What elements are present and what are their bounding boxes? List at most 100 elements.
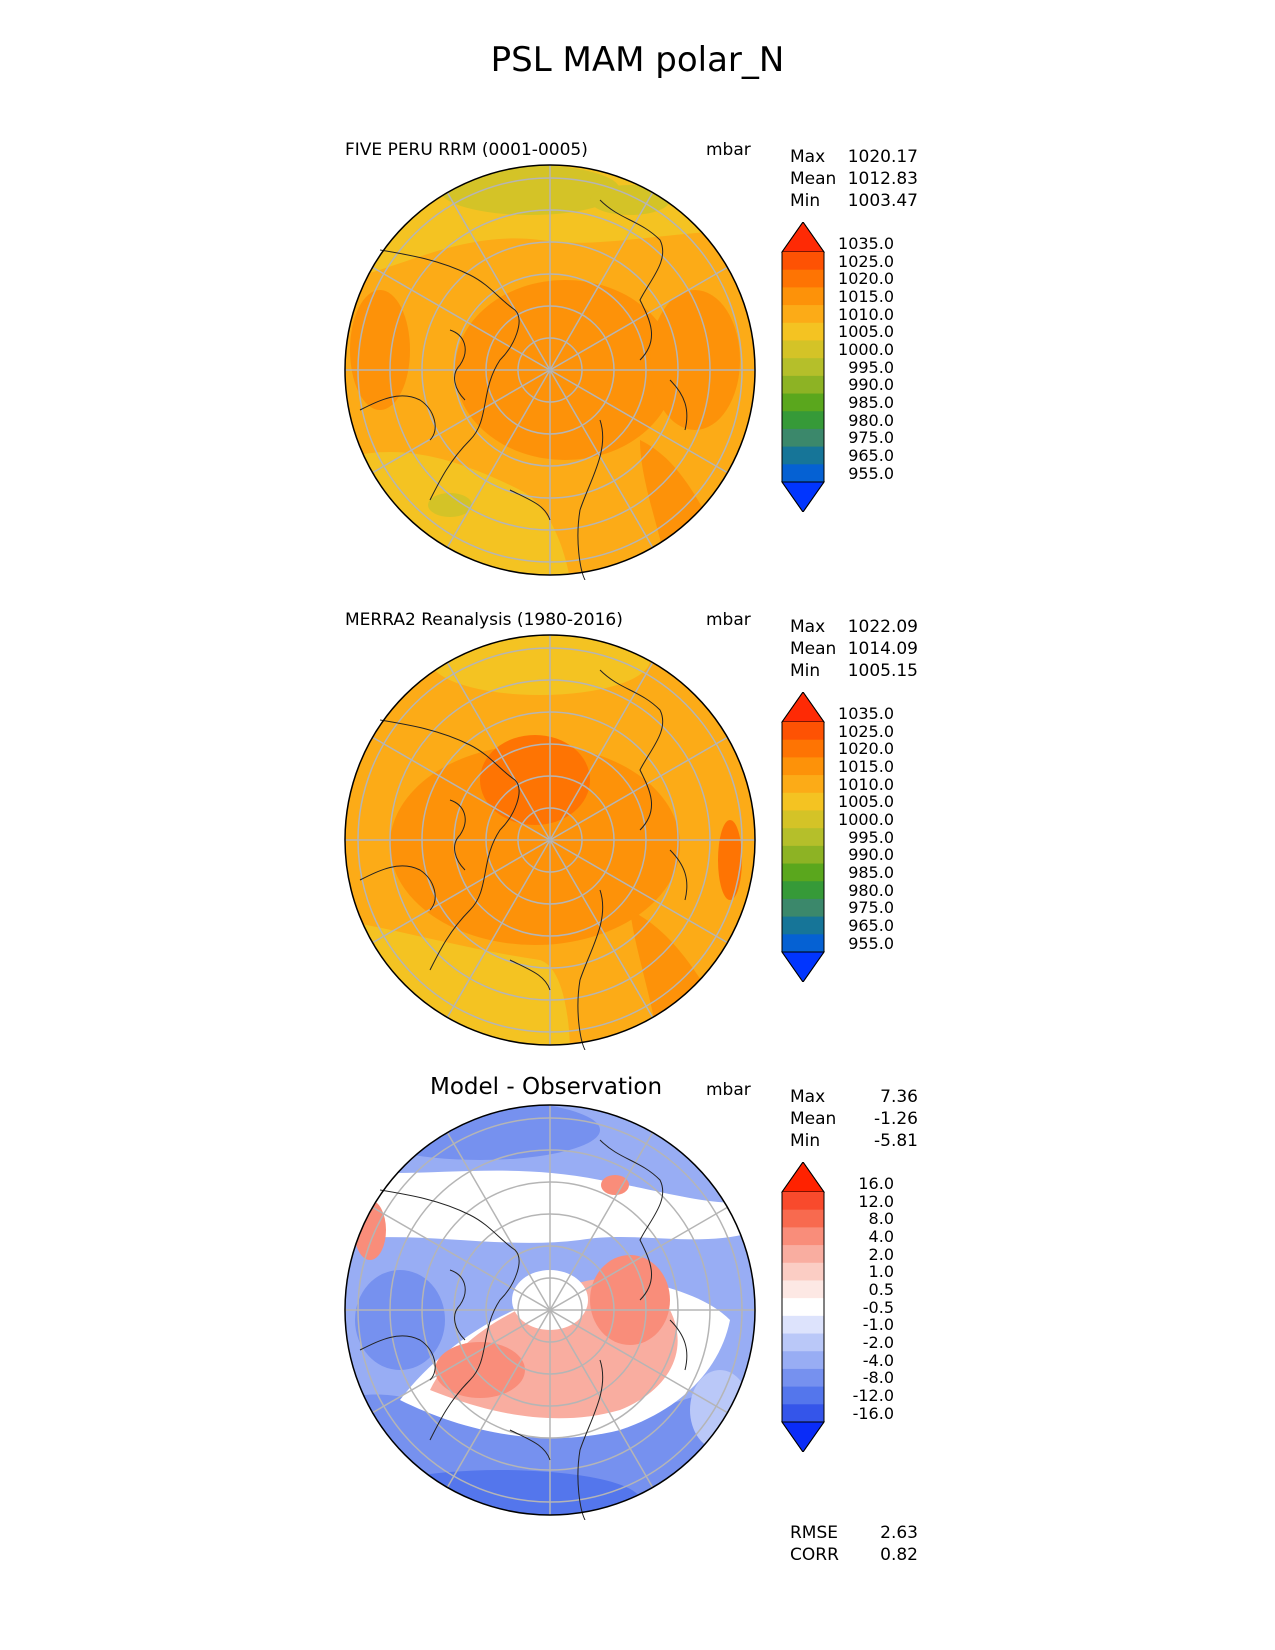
panel-title: MERRA2 Reanalysis (1980-2016) [345,610,623,630]
colorbar-tick-label: 980.0 [848,410,894,430]
colorbar-segment [782,1262,824,1281]
colorbar-segments [781,1162,825,1452]
colorbar-tick-label: -2.0 [862,1333,894,1353]
min-value: 1003.47 [847,191,918,211]
min-label: Min [790,1131,821,1151]
colorbar-tick-label: -1.0 [862,1315,894,1335]
colorbar-segment [782,1404,824,1423]
colorbar-extend-max [781,222,825,253]
colorbar-tick-label: 1015.0 [838,286,894,306]
colorbar-tick-label: 995.0 [848,827,894,847]
stats-box: Max 7.36 Mean -1.26 Min -5.81 [790,1086,918,1152]
colorbar-tick-label: -8.0 [862,1368,894,1388]
mean-label: Mean [790,639,837,659]
colorbar-segment [782,1298,824,1317]
stats-box: Max 1020.17 Mean 1012.83 Min 1003.47 [790,146,918,212]
panel-title: FIVE PERU RRM (0001-0005) [345,140,588,160]
colorbar-tick-label: 1035.0 [838,233,894,253]
colorbar-segments [781,692,825,982]
colorbar-segments [781,222,825,512]
colorbar-segment [782,1368,824,1388]
colorbar-segment [782,269,824,288]
colorbar-segment [782,775,824,794]
coastlines [359,669,688,1050]
graticule [345,1105,755,1515]
colorbar-extend-max [781,1162,825,1193]
colorbar-outline [781,1162,825,1452]
max-label: Max [790,1087,826,1107]
colorbar-tick-label: 1005.0 [838,792,894,812]
units-label: mbar [706,1080,751,1100]
max-value: 1022.09 [847,617,918,637]
colorbar-outline [781,222,825,512]
colorbar-segment [782,411,824,430]
min-label: Min [790,191,821,211]
colorbar-tick-label: 1020.0 [838,739,894,759]
min-value: 1005.15 [847,661,918,681]
colorbar-tick-label: 2.0 [868,1244,894,1264]
colorbar-tick-label: 1005.0 [838,322,894,342]
field-contour-1005 [590,185,670,215]
panel-title: Model - Observation [430,1074,663,1100]
colorbar-segment [782,1333,824,1352]
max-label: Max [790,147,826,167]
colorbar-outline [781,692,825,982]
field-contour-1015 [390,745,680,945]
field-contour-1005 [440,165,620,215]
colorbar-segment [782,446,824,465]
colorbar-segment [782,1351,824,1370]
colorbar-segment [782,916,824,935]
stats-box: Max 1022.09 Mean 1014.09 Min 1005.15 [790,616,918,682]
colorbar-extend-max [781,692,825,723]
field-contour-plus4 [354,1200,386,1260]
colorbar-tick-label: 995.0 [848,357,894,377]
colorbar-tick-label: 975.0 [848,428,894,448]
colorbar-tick-label: -0.5 [862,1297,894,1317]
colorbar-extend-min [781,1421,825,1452]
colorbar-tick-label: 1025.0 [838,251,894,271]
colorbar-segment [782,393,824,412]
colorbar-segment [782,828,824,847]
colorbar-segment [782,1245,824,1264]
panel-difference: Model - Observation mbar Max 7.36 Mean -1.… [0,1070,1275,1540]
units-label: mbar [706,140,751,160]
panel-observation: MERRA2 Reanalysis (1980-2016) mbar Max 10… [0,600,1275,1070]
max-value: 1020.17 [847,147,918,167]
min-label: Min [790,661,821,681]
colorbar-segment [782,881,824,900]
colorbar-segment [782,464,824,483]
rmse-value: 2.63 [880,1523,918,1543]
coastlines [359,1139,688,1520]
field-contour-plus4 [435,1342,525,1398]
colorbar-tick-label: 1010.0 [838,304,894,324]
colorbar-tick-label: 1020.0 [838,269,894,289]
colorbar-segment [782,898,824,918]
colorbar-segment [782,863,824,882]
colorbar-segment [782,1192,824,1211]
colorbar-segment [782,322,824,341]
map-border [344,164,756,576]
colorbar-tick-label: 0.5 [868,1280,894,1299]
colorbar-tick-label: 1015.0 [838,756,894,776]
panel-model: FIVE PERU RRM (0001-0005) mbar Max 1020.1… [0,130,1275,600]
colorbar-segment [782,1280,824,1299]
field-contour-minus2 [690,1370,750,1450]
colorbar-tick-label: 975.0 [848,898,894,918]
corr-value: 0.82 [880,1545,918,1565]
colorbar-segment [782,845,824,865]
mean-label: Mean [790,169,837,189]
polar-map [344,1104,756,1520]
map-border [344,634,756,1046]
field-contour-1005 [428,493,472,517]
colorbar-tick-label: -16.0 [852,1403,894,1423]
colorbar-tick-label: 990.0 [848,845,894,865]
field-contour-plus4 [590,1255,670,1345]
colorbar-segment [782,375,824,395]
rmse-label: RMSE [790,1523,839,1543]
units-label: mbar [706,610,751,630]
max-label: Max [790,617,826,637]
min-value: -5.81 [874,1131,918,1151]
diff-metrics: RMSE 2.63 CORR 0.82 [790,1522,918,1566]
colorbar-segment [782,1315,824,1335]
colorbar-tick-label: 16.0 [858,1173,894,1193]
